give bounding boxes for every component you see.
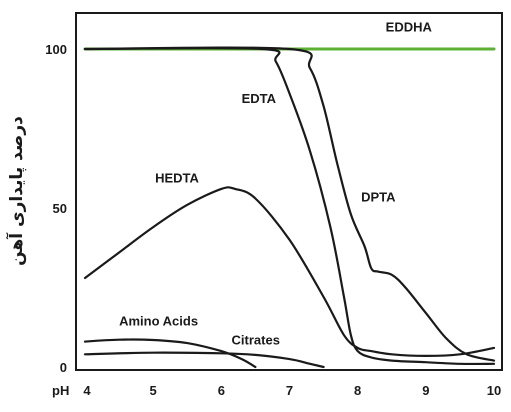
series-lines — [83, 46, 496, 369]
y-tick-label: 0 — [60, 360, 67, 375]
series-line-citrates — [83, 351, 325, 369]
x-tick-label: 8 — [354, 383, 361, 398]
series-label-edta: EDTA — [242, 91, 277, 106]
x-tick-label: 10 — [487, 383, 501, 398]
series-line-edta — [83, 46, 496, 366]
series-line-amino-acids — [83, 338, 257, 369]
x-tick-label: 4 — [83, 383, 91, 398]
series-label-eddha: EDDHA — [386, 20, 433, 35]
y-tick-label: 50 — [53, 201, 67, 216]
series-line-hedta — [83, 186, 496, 357]
series-labels: EDDHA EDTA DPTA HEDTA Amino Acids Citrates — [119, 20, 432, 348]
x-tick-label: 5 — [150, 383, 157, 398]
x-tick-label: 9 — [422, 383, 429, 398]
series-label-amino-acids: Amino Acids — [119, 314, 198, 329]
series-label-citrates: Citrates — [232, 333, 280, 348]
y-axis-ticks: 0 50 100 — [45, 42, 67, 375]
y-tick-label: 100 — [45, 42, 67, 57]
x-tick-label: 7 — [286, 383, 293, 398]
series-line-dpta — [83, 46, 496, 362]
x-axis-ticks: 4 5 6 7 8 9 10 — [83, 383, 501, 398]
y-axis-title: درصد پایداری آهن — [5, 116, 27, 266]
series-label-hedta: HEDTA — [155, 171, 199, 186]
plot-frame — [75, 12, 503, 371]
x-tick-label: 6 — [218, 383, 225, 398]
series-label-dpta: DPTA — [361, 190, 396, 205]
x-axis-title: pH — [52, 383, 69, 398]
